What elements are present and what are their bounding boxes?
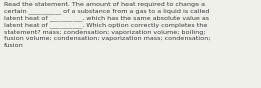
Text: Read the statement. The amount of heat required to change a
certain __________ o: Read the statement. The amount of heat r… (4, 2, 210, 48)
